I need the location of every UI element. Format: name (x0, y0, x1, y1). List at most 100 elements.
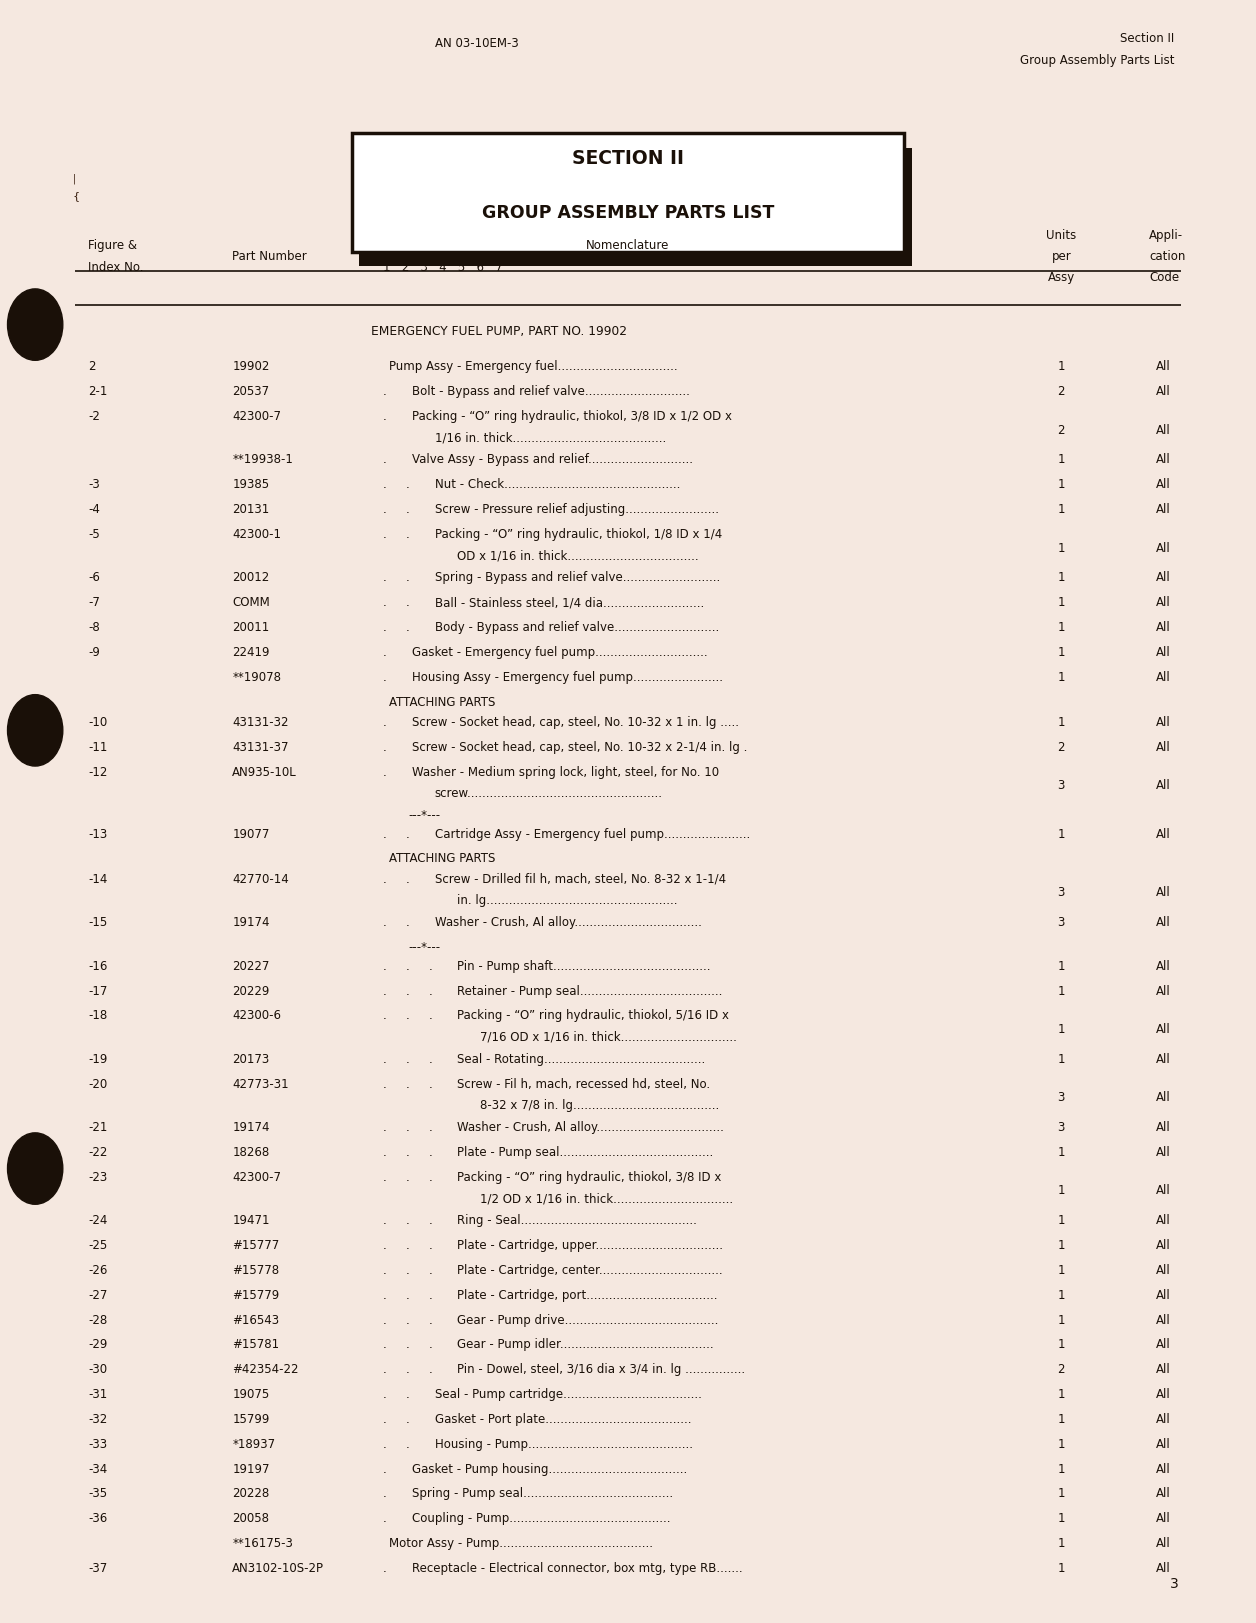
Text: .: . (406, 503, 409, 516)
Text: Gear - Pump drive.........................................: Gear - Pump drive.......................… (457, 1313, 718, 1326)
Text: 1: 1 (1058, 1537, 1065, 1550)
Text: 1: 1 (1058, 453, 1065, 466)
Text: 7/16 OD x 1/16 in. thick...............................: 7/16 OD x 1/16 in. thick................… (480, 1031, 737, 1044)
Text: .: . (383, 646, 387, 659)
Text: 22419: 22419 (232, 646, 270, 659)
Text: #42354-22: #42354-22 (232, 1363, 299, 1376)
Text: -26: -26 (88, 1264, 107, 1277)
Text: AN935-10L: AN935-10L (232, 766, 298, 779)
Text: .: . (383, 1513, 387, 1526)
Text: .: . (406, 1121, 409, 1134)
Text: 1: 1 (1058, 479, 1065, 492)
Text: Seal - Rotating...........................................: Seal - Rotating.........................… (457, 1053, 706, 1066)
Text: Pump Assy - Emergency fuel................................: Pump Assy - Emergency fuel..............… (389, 360, 678, 373)
Text: All: All (1156, 1487, 1171, 1500)
Text: All: All (1156, 360, 1171, 373)
Text: ATTACHING PARTS: ATTACHING PARTS (389, 696, 496, 709)
Text: EMERGENCY FUEL PUMP, PART NO. 19902: EMERGENCY FUEL PUMP, PART NO. 19902 (371, 325, 627, 338)
Text: Body - Bypass and relief valve............................: Body - Bypass and relief valve..........… (435, 622, 718, 635)
Text: Housing Assy - Emergency fuel pump........................: Housing Assy - Emergency fuel pump......… (412, 670, 723, 683)
Text: 1: 1 (1058, 716, 1065, 729)
FancyBboxPatch shape (352, 133, 904, 252)
Text: .: . (428, 1170, 432, 1183)
Text: All: All (1156, 1462, 1171, 1475)
Text: .: . (383, 527, 387, 540)
Text: All: All (1156, 1146, 1171, 1159)
Text: 42770-14: 42770-14 (232, 873, 289, 886)
Text: 42773-31: 42773-31 (232, 1078, 289, 1091)
Text: All: All (1156, 779, 1171, 792)
Text: 18268: 18268 (232, 1146, 270, 1159)
Text: Gasket - Port plate.......................................: Gasket - Port plate.....................… (435, 1414, 691, 1427)
Text: .: . (406, 1146, 409, 1159)
Text: All: All (1156, 1022, 1171, 1035)
Text: All: All (1156, 596, 1171, 609)
Text: .: . (428, 959, 432, 972)
Text: .: . (383, 1053, 387, 1066)
Text: **19938-1: **19938-1 (232, 453, 293, 466)
Text: Screw - Socket head, cap, steel, No. 10-32 x 2-1/4 in. lg .: Screw - Socket head, cap, steel, No. 10-… (412, 740, 747, 753)
Text: AN3102-10S-2P: AN3102-10S-2P (232, 1561, 324, 1574)
Text: 1: 1 (1058, 1561, 1065, 1574)
Text: .: . (428, 1010, 432, 1022)
Text: .: . (383, 1010, 387, 1022)
Text: #16543: #16543 (232, 1313, 280, 1326)
Text: All: All (1156, 1414, 1171, 1427)
Text: 3: 3 (1058, 1091, 1065, 1104)
Text: Packing - “O” ring hydraulic, thiokol, 3/8 ID x 1/2 OD x: Packing - “O” ring hydraulic, thiokol, 3… (412, 411, 732, 424)
Text: Screw - Socket head, cap, steel, No. 10-32 x 1 in. lg .....: Screw - Socket head, cap, steel, No. 10-… (412, 716, 739, 729)
Text: Plate - Cartridge, port...................................: Plate - Cartridge, port.................… (457, 1289, 717, 1302)
Text: All: All (1156, 985, 1171, 998)
Text: cation: cation (1149, 250, 1186, 263)
Text: -31: -31 (88, 1388, 107, 1401)
Text: 3: 3 (1058, 886, 1065, 899)
Text: -19: -19 (88, 1053, 107, 1066)
Text: .: . (406, 571, 409, 584)
Text: .: . (383, 1363, 387, 1376)
Text: Screw - Pressure relief adjusting.........................: Screw - Pressure relief adjusting.......… (435, 503, 718, 516)
Text: Group Assembly Parts List: Group Assembly Parts List (1020, 54, 1174, 67)
Text: 20228: 20228 (232, 1487, 270, 1500)
Text: Ball - Stainless steel, 1/4 dia...........................: Ball - Stainless steel, 1/4 dia.........… (435, 596, 703, 609)
Text: .: . (383, 1462, 387, 1475)
Text: screw....................................................: screw...................................… (435, 787, 663, 800)
Text: 2: 2 (1058, 740, 1065, 753)
Text: *18937: *18937 (232, 1438, 275, 1451)
Text: 1: 1 (1058, 1214, 1065, 1227)
FancyBboxPatch shape (359, 148, 912, 266)
Text: .: . (406, 1010, 409, 1022)
Text: 1: 1 (1058, 1146, 1065, 1159)
Text: 2: 2 (1058, 1363, 1065, 1376)
Text: .: . (428, 1214, 432, 1227)
Text: .: . (406, 873, 409, 886)
Text: per: per (1051, 250, 1071, 263)
Circle shape (8, 289, 63, 360)
Text: 1: 1 (1058, 1313, 1065, 1326)
Text: 1: 1 (1058, 828, 1065, 841)
Text: .: . (383, 571, 387, 584)
Text: All: All (1156, 622, 1171, 635)
Text: -36: -36 (88, 1513, 107, 1526)
Text: 1: 1 (1058, 1185, 1065, 1198)
Text: .: . (406, 479, 409, 492)
Text: Motor Assy - Pump.........................................: Motor Assy - Pump.......................… (389, 1537, 653, 1550)
Text: 1: 1 (1058, 1487, 1065, 1500)
Text: 20058: 20058 (232, 1513, 269, 1526)
Text: 1: 1 (1058, 985, 1065, 998)
Text: Pin - Pump shaft..........................................: Pin - Pump shaft........................… (457, 959, 711, 972)
Text: Cartridge Assy - Emergency fuel pump.......................: Cartridge Assy - Emergency fuel pump....… (435, 828, 750, 841)
Text: -11: -11 (88, 740, 107, 753)
Text: in. lg...................................................: in. lg..................................… (457, 894, 678, 907)
Text: **16175-3: **16175-3 (232, 1537, 293, 1550)
Text: .: . (428, 1339, 432, 1352)
Text: 1: 1 (1058, 571, 1065, 584)
Text: 1   2   3   4   5   6   7: 1 2 3 4 5 6 7 (383, 261, 502, 274)
Text: Spring - Bypass and relief valve..........................: Spring - Bypass and relief valve........… (435, 571, 720, 584)
Text: 1: 1 (1058, 360, 1065, 373)
Text: .: . (383, 1561, 387, 1574)
Text: 19197: 19197 (232, 1462, 270, 1475)
Text: -9: -9 (88, 646, 99, 659)
Text: 2: 2 (88, 360, 95, 373)
Text: .: . (383, 1339, 387, 1352)
Text: 1: 1 (1058, 542, 1065, 555)
